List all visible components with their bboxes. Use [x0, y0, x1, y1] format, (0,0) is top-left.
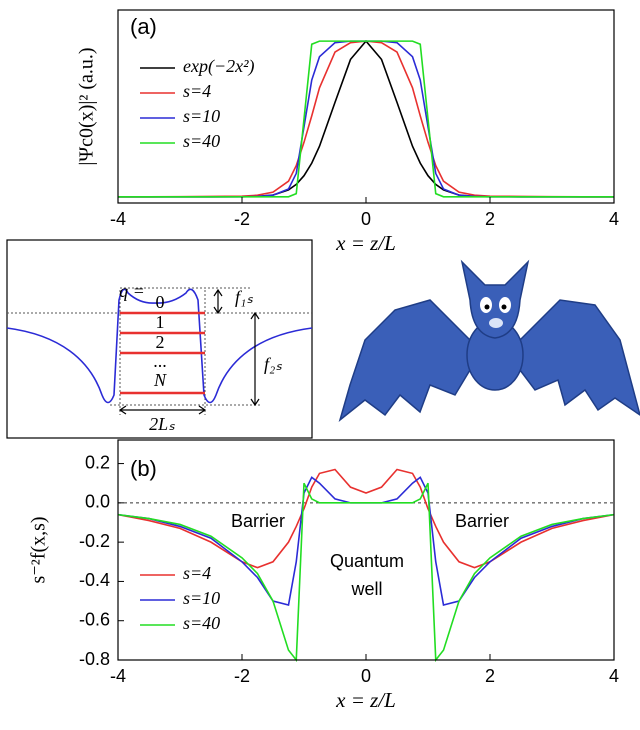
panel-label: (a)	[130, 14, 157, 39]
x-tick-label: 0	[361, 666, 371, 686]
inset-f2s: f₂ₛ	[264, 354, 282, 374]
inset-potential	[6, 288, 313, 404]
x-tick-label: -2	[234, 209, 250, 229]
bat-wing	[514, 299, 640, 416]
bat-pupil	[501, 304, 507, 310]
legend-label: s=40	[183, 131, 220, 151]
bat-illustration	[338, 259, 640, 423]
bat-pupil	[484, 304, 490, 310]
x-tick-label: 4	[609, 209, 619, 229]
y-tick-label: 0.0	[85, 492, 110, 512]
y-tick-label: -0.8	[79, 649, 110, 669]
inset-f1s: f₁ₛ	[235, 287, 253, 307]
inset-level-label: 1	[156, 312, 165, 332]
inset-level-label: ...	[153, 351, 167, 371]
annotation: Quantum	[330, 551, 404, 571]
inset-q-label: q =	[119, 281, 145, 301]
annotation: Barrier	[455, 511, 509, 531]
y-axis-label: |Ψc0(x)|² (a.u.)	[76, 47, 98, 165]
y-tick-label: -0.6	[79, 609, 110, 629]
series-line	[117, 482, 615, 663]
inset-level-label: N	[153, 370, 167, 390]
x-tick-label: -2	[234, 666, 250, 686]
y-axis-label: s⁻²f(x,s)	[28, 516, 50, 583]
x-tick-label: -4	[110, 666, 126, 686]
inset-level-label: 2	[156, 332, 165, 352]
x-tick-label: 0	[361, 209, 371, 229]
inset-arrow	[118, 405, 207, 415]
y-tick-label: 0.2	[85, 452, 110, 472]
series-line	[117, 468, 615, 569]
series-line	[118, 40, 614, 198]
x-tick-label: 2	[485, 666, 495, 686]
plot-background	[118, 440, 614, 660]
y-tick-label: -0.4	[79, 570, 110, 590]
y-tick-label: -0.2	[79, 531, 110, 551]
legend-label: s=10	[183, 106, 220, 126]
annotation: well	[350, 579, 382, 599]
inset-arrow	[250, 311, 260, 407]
inset: q = 0 1 2 ... N f₁ₛ f₂ₛ 2Lₛ	[6, 239, 313, 439]
annotation: Barrier	[231, 511, 285, 531]
x-tick-label: -4	[110, 209, 126, 229]
x-tick-label: 2	[485, 209, 495, 229]
legend-label: s=10	[183, 588, 220, 608]
legend-label: s=4	[183, 81, 211, 101]
inset-width-label: 2Lₛ	[149, 414, 175, 434]
bat-wing	[338, 299, 476, 423]
panel-label: (b)	[130, 456, 157, 481]
legend-label: s=4	[183, 563, 211, 583]
legend-label: s=40	[183, 613, 220, 633]
inset-arrow	[213, 288, 223, 315]
x-tick-label: 4	[609, 666, 619, 686]
bat-snout	[489, 318, 503, 328]
x-axis-label: x = z/L	[335, 688, 396, 712]
legend-label: exp(−2x²)	[183, 56, 255, 77]
bat-head	[460, 259, 530, 339]
inset-level-label: 0	[156, 292, 165, 312]
x-axis-label: x = z/L	[335, 231, 396, 255]
